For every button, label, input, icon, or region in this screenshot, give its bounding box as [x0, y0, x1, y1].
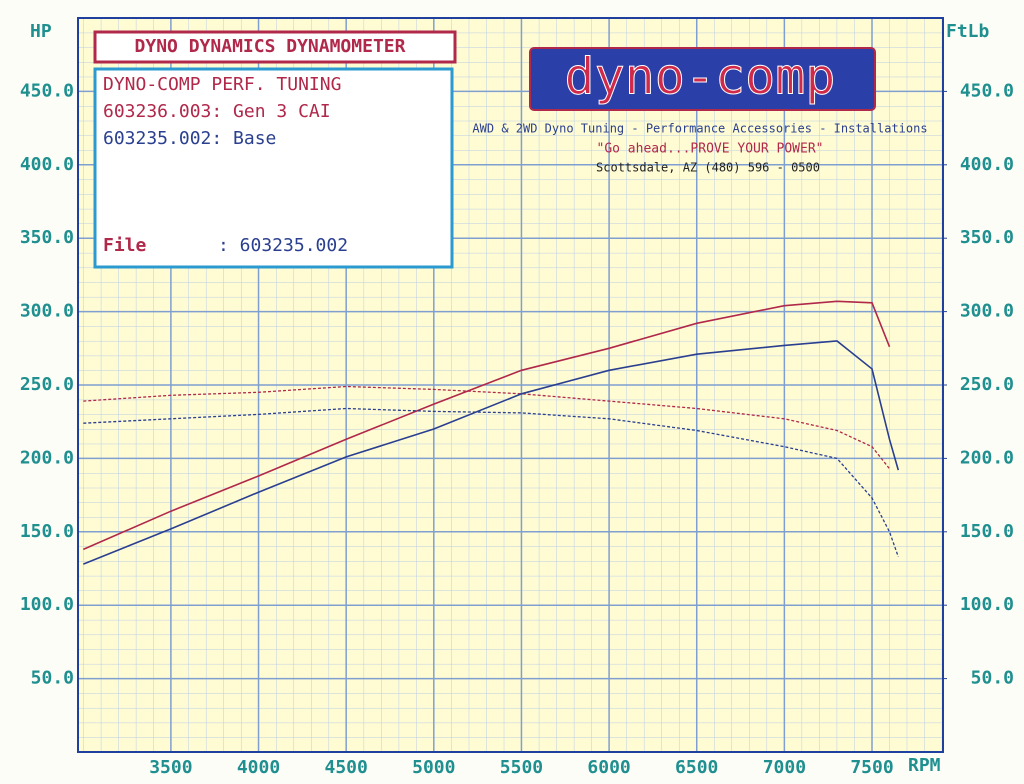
y-tick-label: 250.0: [20, 374, 74, 395]
x-tick-label: 7000: [763, 757, 806, 778]
y-tick-label: 100.0: [20, 594, 74, 615]
y-tick-label: 150.0: [20, 521, 74, 542]
legend-entry: 603235.002: Base: [103, 128, 276, 149]
y2-tick-label: 200.0: [960, 447, 1014, 468]
x-tick-label: 4000: [237, 757, 280, 778]
y2-tick-label: 250.0: [960, 374, 1014, 395]
slogan: "Go ahead...PROVE YOUR POWER": [597, 142, 824, 157]
legend-entry: 603236.003: Gen 3 CAI: [103, 101, 331, 122]
x-tick-label: 5000: [412, 757, 455, 778]
x-tick-label: 4500: [324, 757, 367, 778]
y2-tick-label: 50.0: [971, 668, 1014, 689]
y-axis-label: HP: [30, 21, 52, 42]
x-tick-label: 3500: [149, 757, 192, 778]
file-value: : 603235.002: [218, 235, 348, 256]
x-tick-label: 5500: [500, 757, 543, 778]
file-label: File: [103, 235, 147, 256]
y2-tick-label: 400.0: [960, 154, 1014, 175]
y2-tick-label: 450.0: [960, 80, 1014, 101]
y2-tick-label: 300.0: [960, 301, 1014, 322]
series-line: [83, 407, 899, 558]
shop-name: DYNO-COMP PERF. TUNING: [103, 74, 341, 95]
y2-tick-label: 150.0: [960, 521, 1014, 542]
series-line: [82, 300, 891, 551]
legend-box: [93, 67, 454, 269]
plot-border: [77, 17, 944, 753]
y2-tick-label: 350.0: [960, 227, 1014, 248]
series-line: [83, 340, 900, 565]
x-axis-label: RPM: [908, 755, 941, 776]
y-tick-label: 300.0: [20, 301, 74, 322]
x-tick-label: 6000: [587, 757, 630, 778]
tagline: AWD & 2WD Dyno Tuning - Performance Acce…: [472, 122, 927, 136]
logo: dyno-comp: [565, 48, 836, 106]
header-box: [93, 30, 457, 64]
y-tick-label: 350.0: [20, 227, 74, 248]
contact: Scottsdale, AZ (480) 596 - 0500: [596, 161, 820, 175]
y-tick-label: 400.0: [20, 154, 74, 175]
y2-tick-label: 100.0: [960, 594, 1014, 615]
y-tick-label: 50.0: [31, 668, 74, 689]
y-tick-label: 450.0: [20, 80, 74, 101]
series-line: [83, 385, 891, 470]
logo-box: [529, 47, 876, 111]
y-tick-label: 200.0: [20, 447, 74, 468]
x-tick-label: 7500: [850, 757, 893, 778]
y2-axis-label: FtLb: [946, 21, 990, 42]
x-tick-label: 6500: [675, 757, 718, 778]
header: DYNO DYNAMICS DYNAMOMETER: [135, 36, 406, 57]
